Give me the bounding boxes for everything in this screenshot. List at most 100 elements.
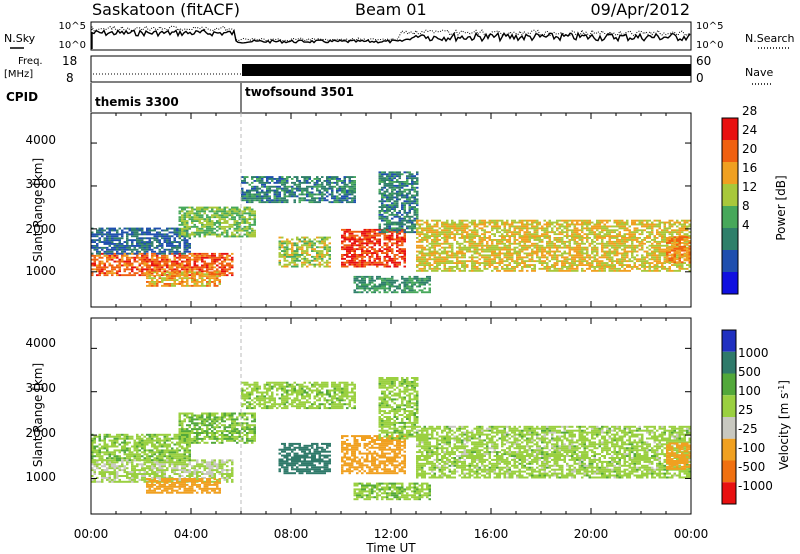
power-data-cell: [308, 244, 311, 247]
power-data-cell: [296, 185, 299, 188]
power-data-cell: [461, 264, 464, 266]
power-data-cell: [181, 206, 184, 209]
power-data-cell: [128, 272, 131, 275]
power-data-cell: [163, 229, 166, 232]
power-data-cell: [131, 245, 134, 247]
power-data-cell: [471, 233, 474, 236]
power-data-cell: [386, 228, 389, 231]
power-data-cell: [311, 185, 314, 188]
power-data-cell: [121, 243, 124, 245]
power-data-cell: [316, 254, 319, 256]
power-data-cell: [353, 180, 356, 182]
power-data-cell: [673, 221, 676, 224]
power-data-cell: [266, 189, 269, 192]
power-data-cell: [576, 223, 579, 226]
power-data-cell: [476, 266, 479, 268]
power-data-cell: [206, 229, 209, 232]
power-data-cell: [386, 215, 389, 218]
power-data-cell: [203, 270, 206, 273]
power-data-cell: [511, 256, 514, 259]
power-data-cell: [148, 260, 151, 263]
power-data-cell: [426, 260, 429, 263]
power-data-cell: [491, 246, 494, 249]
power-data-cell: [463, 225, 466, 228]
power-data-cell: [371, 234, 374, 237]
power-data-cell: [606, 221, 609, 224]
power-data-cell: [373, 259, 376, 262]
power-data-cell: [201, 227, 204, 230]
power-data-cell: [98, 266, 101, 269]
power-data-cell: [548, 246, 551, 249]
power-data-cell: [473, 246, 476, 249]
freq-label-1: Freq.: [18, 56, 43, 67]
power-data-cell: [351, 257, 354, 260]
power-data-cell: [396, 202, 399, 205]
power-data-cell: [661, 231, 664, 234]
power-data-cell: [488, 246, 491, 249]
power-data-cell: [238, 225, 241, 228]
power-data-cell: [603, 219, 606, 222]
power-data-cell: [588, 221, 591, 224]
power-data-cell: [536, 254, 539, 257]
power-data-cell: [381, 175, 384, 178]
power-data-cell: [278, 254, 281, 256]
power-data-cell: [236, 220, 239, 222]
power-data-cell: [358, 263, 361, 266]
power-data-cell: [168, 241, 171, 243]
power-data-cell: [198, 227, 201, 230]
power-data-cell: [223, 212, 226, 215]
power-data-cell: [208, 266, 211, 269]
power-data-cell: [603, 267, 606, 270]
power-data-cell: [538, 235, 541, 237]
power-data-cell: [106, 256, 109, 259]
power-data-cell: [201, 210, 204, 213]
power-data-cell: [331, 197, 334, 200]
power-data-cell: [566, 219, 569, 222]
power-data-cell: [343, 178, 346, 180]
power-data-cell: [643, 219, 646, 222]
power-data-cell: [251, 178, 254, 180]
power-data-cell: [393, 200, 396, 203]
power-data-cell: [621, 264, 624, 266]
power-data-cell: [673, 223, 676, 226]
power-data-cell: [668, 231, 671, 234]
power-data-cell: [386, 198, 389, 201]
power-data-cell: [163, 235, 166, 238]
power-data-cell: [416, 269, 419, 272]
power-data-cell: [453, 227, 456, 230]
power-data-cell: [676, 229, 679, 232]
power-data-cell: [368, 246, 371, 249]
power-data-cell: [341, 180, 344, 182]
power-data-cell: [168, 271, 171, 274]
power-data-cell: [113, 272, 116, 275]
power-data-cell: [211, 225, 214, 228]
power-data-cell: [253, 214, 256, 217]
power-data-cell: [298, 238, 301, 241]
power-data-cell: [641, 229, 644, 232]
power-data-cell: [633, 237, 636, 239]
power-data-cell: [581, 221, 584, 224]
power-data-cell: [628, 269, 631, 272]
power-data-cell: [483, 266, 486, 268]
power-data-cell: [528, 260, 531, 263]
power-data-cell: [148, 246, 151, 249]
power-data-cell: [601, 225, 604, 228]
power-data-cell: [381, 200, 384, 203]
power-data-cell: [183, 266, 186, 269]
power-data-cell: [398, 194, 401, 197]
power-data-cell: [496, 221, 499, 224]
power-data-cell: [396, 196, 399, 199]
power-data-cell: [418, 262, 421, 264]
power-data-cell: [616, 239, 619, 241]
power-data-cell: [348, 259, 351, 262]
power-data-cell: [391, 236, 394, 239]
power-data-cell: [398, 173, 401, 176]
power-data-cell: [386, 231, 389, 234]
power-data-cell: [226, 206, 229, 209]
power-data-cell: [346, 191, 349, 194]
power-data-cell: [151, 283, 154, 285]
power-data-cell: [128, 227, 131, 230]
power-data-cell: [181, 262, 184, 265]
power-data-cell: [338, 189, 341, 192]
power-data-cell: [381, 206, 384, 208]
